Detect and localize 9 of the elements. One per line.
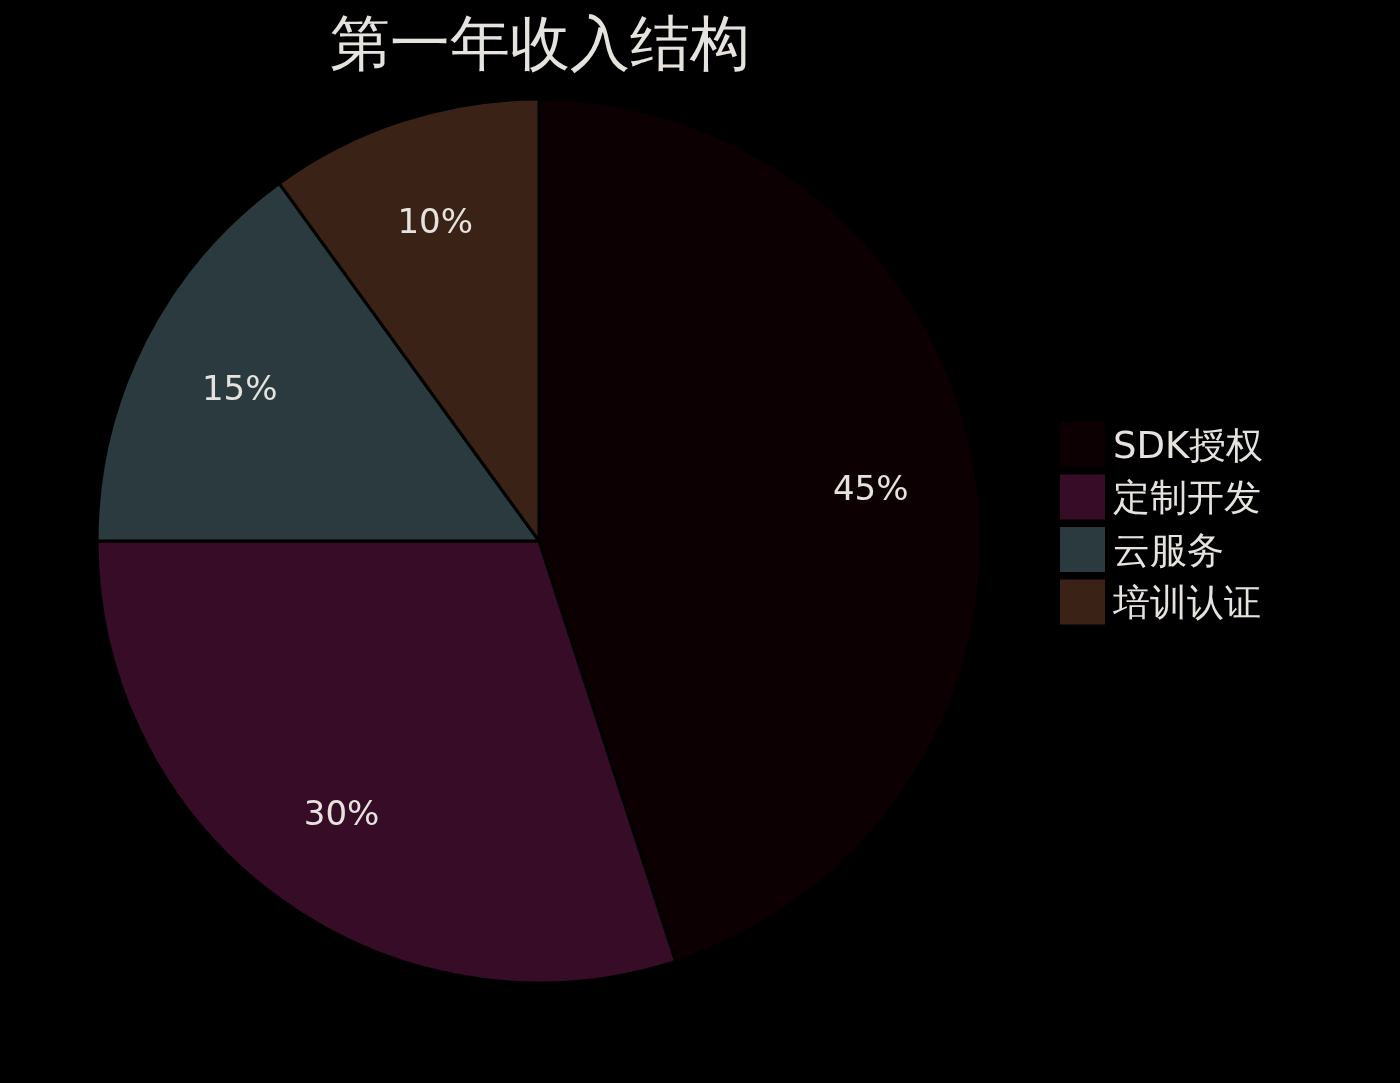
legend-label: 定制开发 (1113, 476, 1261, 520)
legend-label: 云服务 (1113, 528, 1224, 572)
legend-label: SDK授权 (1113, 423, 1264, 467)
data-label: 10% (397, 201, 473, 242)
data-label: 15% (201, 368, 278, 409)
data-label: 30% (303, 792, 380, 833)
chart-title: 第一年收入结构 (330, 8, 750, 78)
data-label: 45% (833, 468, 909, 509)
legend-label: 培训认证 (1112, 581, 1261, 625)
